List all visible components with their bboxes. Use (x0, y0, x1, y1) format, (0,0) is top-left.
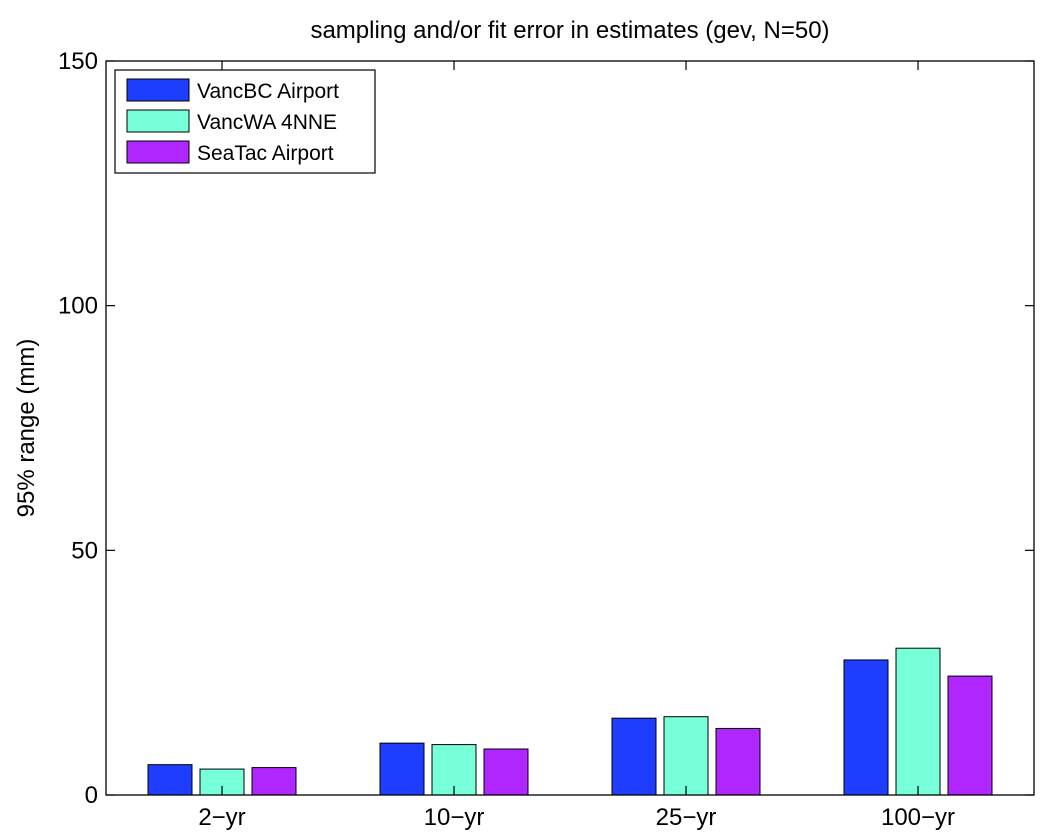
bar-1-1 (147, 764, 193, 796)
x-tick-label: 10−yr (424, 804, 485, 831)
bar-2-4 (895, 647, 941, 796)
y-tick-label: 100 (58, 293, 98, 320)
plot-area-frame (105, 60, 1035, 796)
bar-3-1 (251, 767, 297, 796)
x-tick-label: 100−yr (881, 804, 955, 831)
bar-1-4 (843, 659, 889, 796)
bar-3-2 (483, 748, 529, 796)
legend-label-1: VancBC Airport (197, 80, 339, 103)
bars-layer (147, 647, 993, 796)
legend-swatch-1 (126, 78, 190, 102)
bar-3-4 (947, 675, 993, 796)
bar-3-3 (715, 727, 761, 796)
x-tick-label: 2−yr (198, 804, 245, 831)
legend-swatch-2 (126, 109, 190, 133)
bar-1-2 (379, 742, 425, 796)
bar-2-3 (663, 716, 709, 796)
chart-title: sampling and/or fit error in estimates (… (310, 17, 829, 44)
legend-label-3: SeaTac Airport (197, 142, 334, 165)
legend-label-2: VancWA 4NNE (197, 111, 337, 134)
y-tick-label: 50 (71, 537, 98, 564)
x-tick-label: 25−yr (656, 804, 717, 831)
y-axis-label: 95% range (mm) (13, 339, 40, 518)
legend-swatch-3 (126, 140, 190, 164)
legend: VancBC Airport VancWA 4NNE SeaTac Airport (114, 69, 376, 174)
y-tick-label: 0 (85, 782, 98, 809)
bar-1-3 (611, 717, 657, 796)
y-tick-label: 150 (58, 48, 98, 75)
ticks-layer: 2−yr 10−yr 25−yr 100−yr 0 50 100 150 (58, 48, 1034, 831)
